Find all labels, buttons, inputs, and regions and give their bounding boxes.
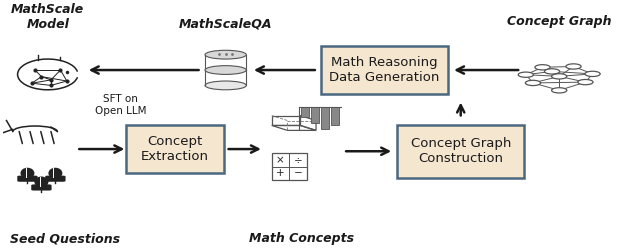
Circle shape bbox=[518, 72, 534, 77]
Ellipse shape bbox=[205, 50, 246, 59]
Circle shape bbox=[552, 74, 567, 79]
Circle shape bbox=[578, 79, 593, 85]
Text: Concept
Extraction: Concept Extraction bbox=[141, 135, 209, 163]
FancyBboxPatch shape bbox=[31, 185, 52, 190]
Ellipse shape bbox=[205, 81, 246, 90]
Ellipse shape bbox=[205, 66, 246, 74]
Text: ×: × bbox=[276, 155, 285, 165]
Ellipse shape bbox=[49, 168, 62, 179]
Text: Math Concepts: Math Concepts bbox=[250, 232, 355, 246]
Circle shape bbox=[545, 69, 559, 74]
Text: Concept Graph
Construction: Concept Graph Construction bbox=[410, 137, 511, 165]
Text: −: − bbox=[294, 168, 302, 178]
FancyBboxPatch shape bbox=[45, 176, 65, 182]
Bar bbox=[301, 107, 309, 117]
Circle shape bbox=[585, 71, 600, 77]
Text: Seed Questions: Seed Questions bbox=[10, 232, 120, 246]
Circle shape bbox=[525, 80, 541, 86]
FancyBboxPatch shape bbox=[125, 125, 224, 173]
Circle shape bbox=[535, 65, 550, 70]
FancyBboxPatch shape bbox=[321, 46, 448, 94]
Bar bbox=[272, 154, 307, 180]
FancyBboxPatch shape bbox=[17, 176, 38, 182]
Circle shape bbox=[566, 64, 581, 69]
Circle shape bbox=[552, 88, 567, 93]
Text: MathScaleQA: MathScaleQA bbox=[179, 18, 273, 31]
Bar bbox=[321, 107, 329, 129]
Ellipse shape bbox=[35, 177, 49, 187]
Text: ÷: ÷ bbox=[294, 155, 302, 165]
Text: MathScale
Model: MathScale Model bbox=[11, 2, 84, 31]
Text: +: + bbox=[276, 168, 285, 178]
Bar bbox=[311, 107, 319, 123]
Text: SFT on
Open LLM: SFT on Open LLM bbox=[95, 94, 147, 116]
Text: Concept Graph: Concept Graph bbox=[507, 15, 611, 28]
Bar bbox=[331, 107, 339, 125]
Ellipse shape bbox=[20, 168, 35, 179]
FancyBboxPatch shape bbox=[397, 125, 524, 178]
Text: Math Reasoning
Data Generation: Math Reasoning Data Generation bbox=[330, 56, 440, 84]
